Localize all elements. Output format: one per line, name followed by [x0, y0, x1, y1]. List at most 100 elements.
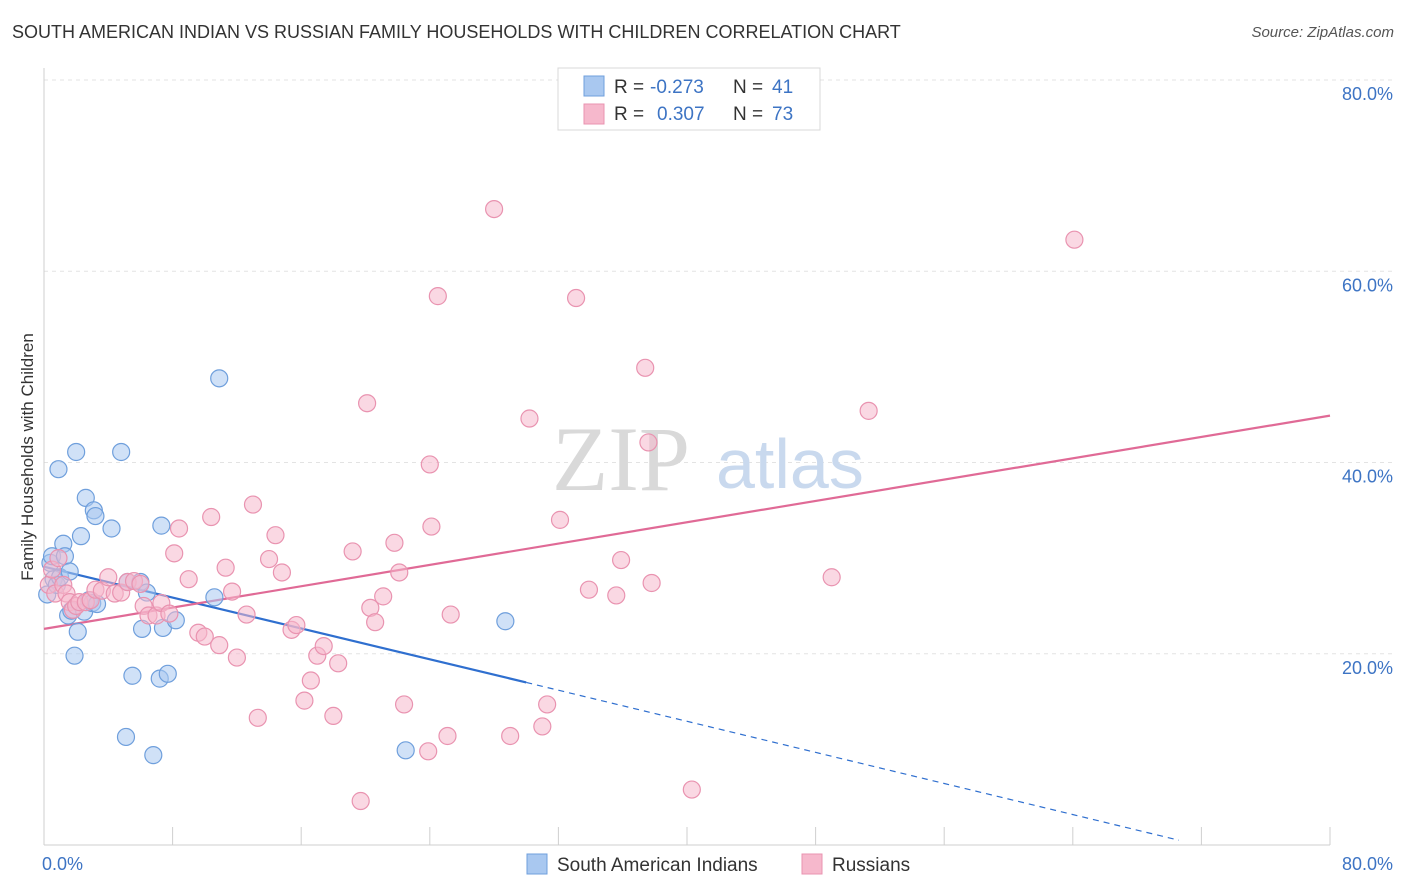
- y-tick-label-3: 80.0%: [1342, 84, 1393, 104]
- point-russians-33: [222, 582, 242, 601]
- series-legend-label-pink: Russians: [832, 855, 910, 876]
- point-russians-60: [422, 517, 441, 536]
- point-russians-58: [419, 742, 438, 761]
- legend-n-value-1: 41: [772, 77, 793, 98]
- point-russians-26: [169, 519, 189, 538]
- point-russians-42: [287, 615, 306, 635]
- point-russians-48: [329, 654, 348, 673]
- watermark-zip: ZIP: [552, 408, 690, 510]
- x-tick-label-max: 80.0%: [1342, 854, 1393, 874]
- point-south-american-indians-27: [123, 666, 142, 685]
- point-south-american-indians-13: [67, 442, 86, 462]
- grid: [44, 79, 1393, 655]
- point-russians-75: [639, 433, 658, 452]
- series-legend-swatch-blue: [526, 853, 548, 875]
- point-south-american-indians-31: [144, 746, 163, 765]
- point-south-american-indians-39: [396, 741, 415, 760]
- point-south-american-indians-40: [496, 612, 515, 631]
- points: [38, 199, 1084, 811]
- series-legend: South American Indians Russians: [526, 853, 910, 876]
- point-russians-46: [314, 636, 333, 656]
- point-russians-44: [301, 671, 320, 690]
- point-russians-79: [859, 401, 878, 420]
- point-russians-66: [520, 409, 539, 428]
- point-south-american-indians-38: [210, 369, 229, 388]
- point-russians-34: [227, 648, 246, 667]
- point-russians-51: [358, 394, 377, 413]
- point-russians-39: [266, 526, 285, 545]
- point-russians-67: [533, 717, 552, 736]
- point-russians-63: [441, 605, 460, 624]
- point-russians-76: [642, 573, 661, 593]
- legend-n-value-2: 73: [772, 104, 793, 125]
- point-russians-14: [99, 568, 118, 587]
- y-axis-title: Family Households with Children: [18, 333, 37, 581]
- point-russians-69: [550, 510, 570, 529]
- source-label: Source: ZipAtlas.com: [1251, 24, 1394, 41]
- x-tick-label-min: 0.0%: [42, 854, 83, 874]
- point-south-american-indians-25: [116, 727, 136, 747]
- point-south-american-indians-35: [158, 664, 177, 683]
- y-tick-label-0: 20.0%: [1342, 658, 1393, 678]
- y-tick-label-2: 60.0%: [1342, 275, 1393, 295]
- point-south-american-indians-24: [112, 442, 131, 462]
- chart-title: SOUTH AMERICAN INDIAN VS RUSSIAN FAMILY …: [12, 22, 901, 42]
- point-russians-19: [131, 574, 150, 594]
- point-russians-78: [822, 568, 841, 587]
- point-russians-30: [202, 507, 221, 527]
- point-russians-53: [366, 613, 385, 632]
- point-russians-32: [216, 558, 235, 577]
- point-russians-36: [248, 708, 267, 727]
- point-russians-72: [611, 550, 631, 570]
- point-south-american-indians-12: [65, 646, 84, 665]
- point-south-american-indians-22: [86, 506, 105, 526]
- point-russians-70: [566, 288, 586, 308]
- legend-n-label-1: N =: [733, 77, 763, 98]
- series-legend-label-blue: South American Indians: [557, 855, 758, 876]
- point-russians-35: [237, 605, 256, 624]
- y-tick-labels: 20.0% 40.0% 60.0% 80.0%: [1342, 84, 1393, 678]
- point-russians-74: [636, 358, 655, 377]
- point-russians-80: [1065, 230, 1084, 249]
- point-russians-55: [385, 533, 404, 552]
- trend-line-south-american-indians-extension: [526, 681, 1180, 841]
- point-south-american-indians-15: [71, 527, 91, 546]
- point-russians-73: [607, 586, 626, 605]
- point-russians-62: [438, 726, 457, 746]
- point-russians-29: [195, 627, 214, 646]
- watermark-atlas: atlas: [716, 425, 864, 503]
- legend-r-label-1: R =: [614, 77, 644, 98]
- legend-n-label-2: N =: [733, 104, 763, 125]
- correlation-legend: R = -0.273 N = 41 R = 0.307 N = 73: [557, 67, 821, 131]
- point-russians-43: [295, 691, 314, 710]
- y-tick-label-1: 40.0%: [1342, 467, 1393, 487]
- legend-swatch-blue: [583, 75, 605, 97]
- legend-swatch-pink: [583, 103, 605, 125]
- series-legend-swatch-pink: [801, 853, 823, 875]
- point-south-american-indians-14: [68, 622, 87, 641]
- point-russians-64: [485, 199, 504, 219]
- point-russians-68: [538, 695, 557, 714]
- point-russians-49: [343, 542, 362, 561]
- point-south-american-indians-33: [152, 516, 171, 535]
- point-russians-61: [428, 287, 447, 306]
- point-russians-3: [49, 549, 68, 568]
- legend-r-value-1: -0.273: [650, 77, 704, 98]
- point-russians-25: [165, 544, 184, 563]
- point-russians-57: [394, 695, 414, 714]
- point-russians-77: [682, 780, 701, 799]
- point-south-american-indians-23: [102, 519, 121, 538]
- point-south-american-indians-5: [49, 460, 68, 479]
- point-russians-50: [351, 791, 370, 811]
- point-russians-24: [160, 604, 179, 623]
- point-russians-71: [579, 580, 599, 599]
- point-russians-47: [324, 706, 343, 726]
- legend-r-value-2: 0.307: [657, 104, 705, 125]
- legend-r-label-2: R =: [614, 104, 644, 125]
- point-russians-54: [374, 587, 393, 606]
- point-russians-56: [390, 563, 409, 582]
- point-russians-27: [179, 570, 198, 589]
- trend-line-russians: [43, 414, 1331, 630]
- point-south-american-indians-37: [205, 588, 224, 607]
